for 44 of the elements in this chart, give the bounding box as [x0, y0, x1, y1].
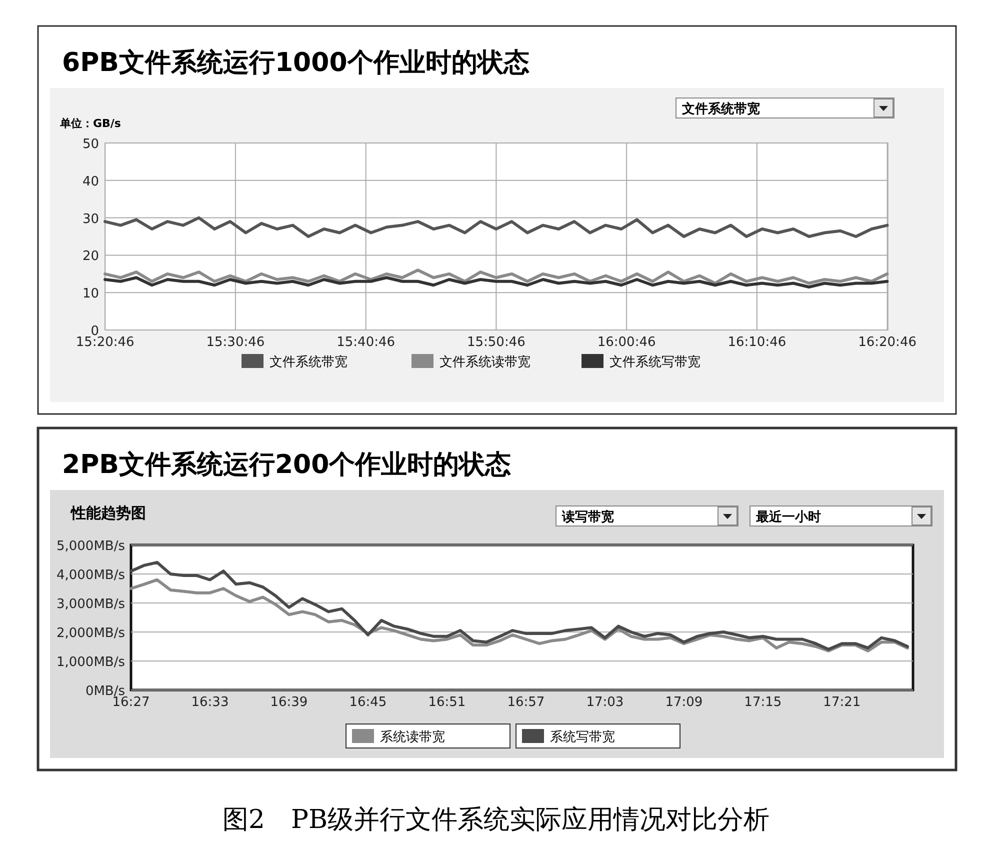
y-tick-label: 50	[82, 137, 99, 152]
x-tick-label: 15:40:46	[336, 335, 396, 350]
text: 文件系统带宽	[681, 101, 760, 117]
line-series	[130, 578, 909, 652]
x-tick-label: 17:15	[744, 695, 782, 710]
x-tick-label: 16:39	[270, 695, 308, 710]
x-tick-label: 17:03	[586, 695, 624, 710]
line-series	[104, 268, 889, 285]
text: 最近一小时	[755, 509, 821, 525]
chart-title: 2PB文件系统运行200个作业时的状态	[62, 450, 512, 480]
y-tick-label: 30	[82, 212, 99, 227]
x-tick-label: 16:51	[428, 695, 466, 710]
y-tick-label: 2,000MB/s	[56, 626, 126, 641]
x-tick-label: 15:30:46	[206, 335, 265, 350]
line-series	[130, 560, 909, 651]
x-tick-label: 16:27	[112, 695, 150, 710]
legend-label: 文件系统写带宽	[610, 354, 700, 370]
x-tick-label: 16:20:46	[858, 335, 916, 350]
x-tick-label: 16:33	[191, 695, 229, 710]
chart-subtitle: 性能趋势图	[70, 504, 146, 522]
legend-label: 文件系统读带宽	[440, 354, 530, 370]
caption: 图2 PB级并行文件系统实际应用情况对比分析	[222, 805, 770, 835]
y-tick-label: 4,000MB/s	[56, 568, 126, 583]
text: 读写带宽	[561, 509, 614, 525]
x-tick-label: 17:21	[823, 695, 861, 710]
x-tick-label: 16:10:46	[728, 335, 786, 350]
line-series	[104, 276, 889, 288]
y-tick-label: 1,000MB/s	[56, 655, 126, 670]
line-series	[104, 216, 889, 238]
legend-label: 文件系统带宽	[270, 354, 348, 370]
x-tick-label: 16:00:46	[597, 335, 656, 350]
y-tick-label: 5,000MB/s	[56, 539, 126, 554]
y-tick-label: 3,000MB/s	[56, 597, 126, 612]
y-tick-label: 20	[82, 249, 99, 264]
legend-label: 系统读带宽	[380, 729, 445, 745]
x-tick-label: 15:50:46	[467, 335, 526, 350]
legend-label: 系统写带宽	[550, 729, 615, 745]
y-tick-label: 10	[82, 286, 99, 302]
x-tick-label: 17:09	[665, 695, 703, 710]
x-tick-label: 16:57	[507, 695, 545, 710]
x-tick-label: 16:45	[349, 695, 387, 710]
chart-title: 6PB文件系统运行1000个作业时的状态	[62, 48, 530, 78]
y-axis-title: 单位：GB/s	[59, 117, 122, 130]
y-tick-label: 40	[82, 174, 99, 190]
